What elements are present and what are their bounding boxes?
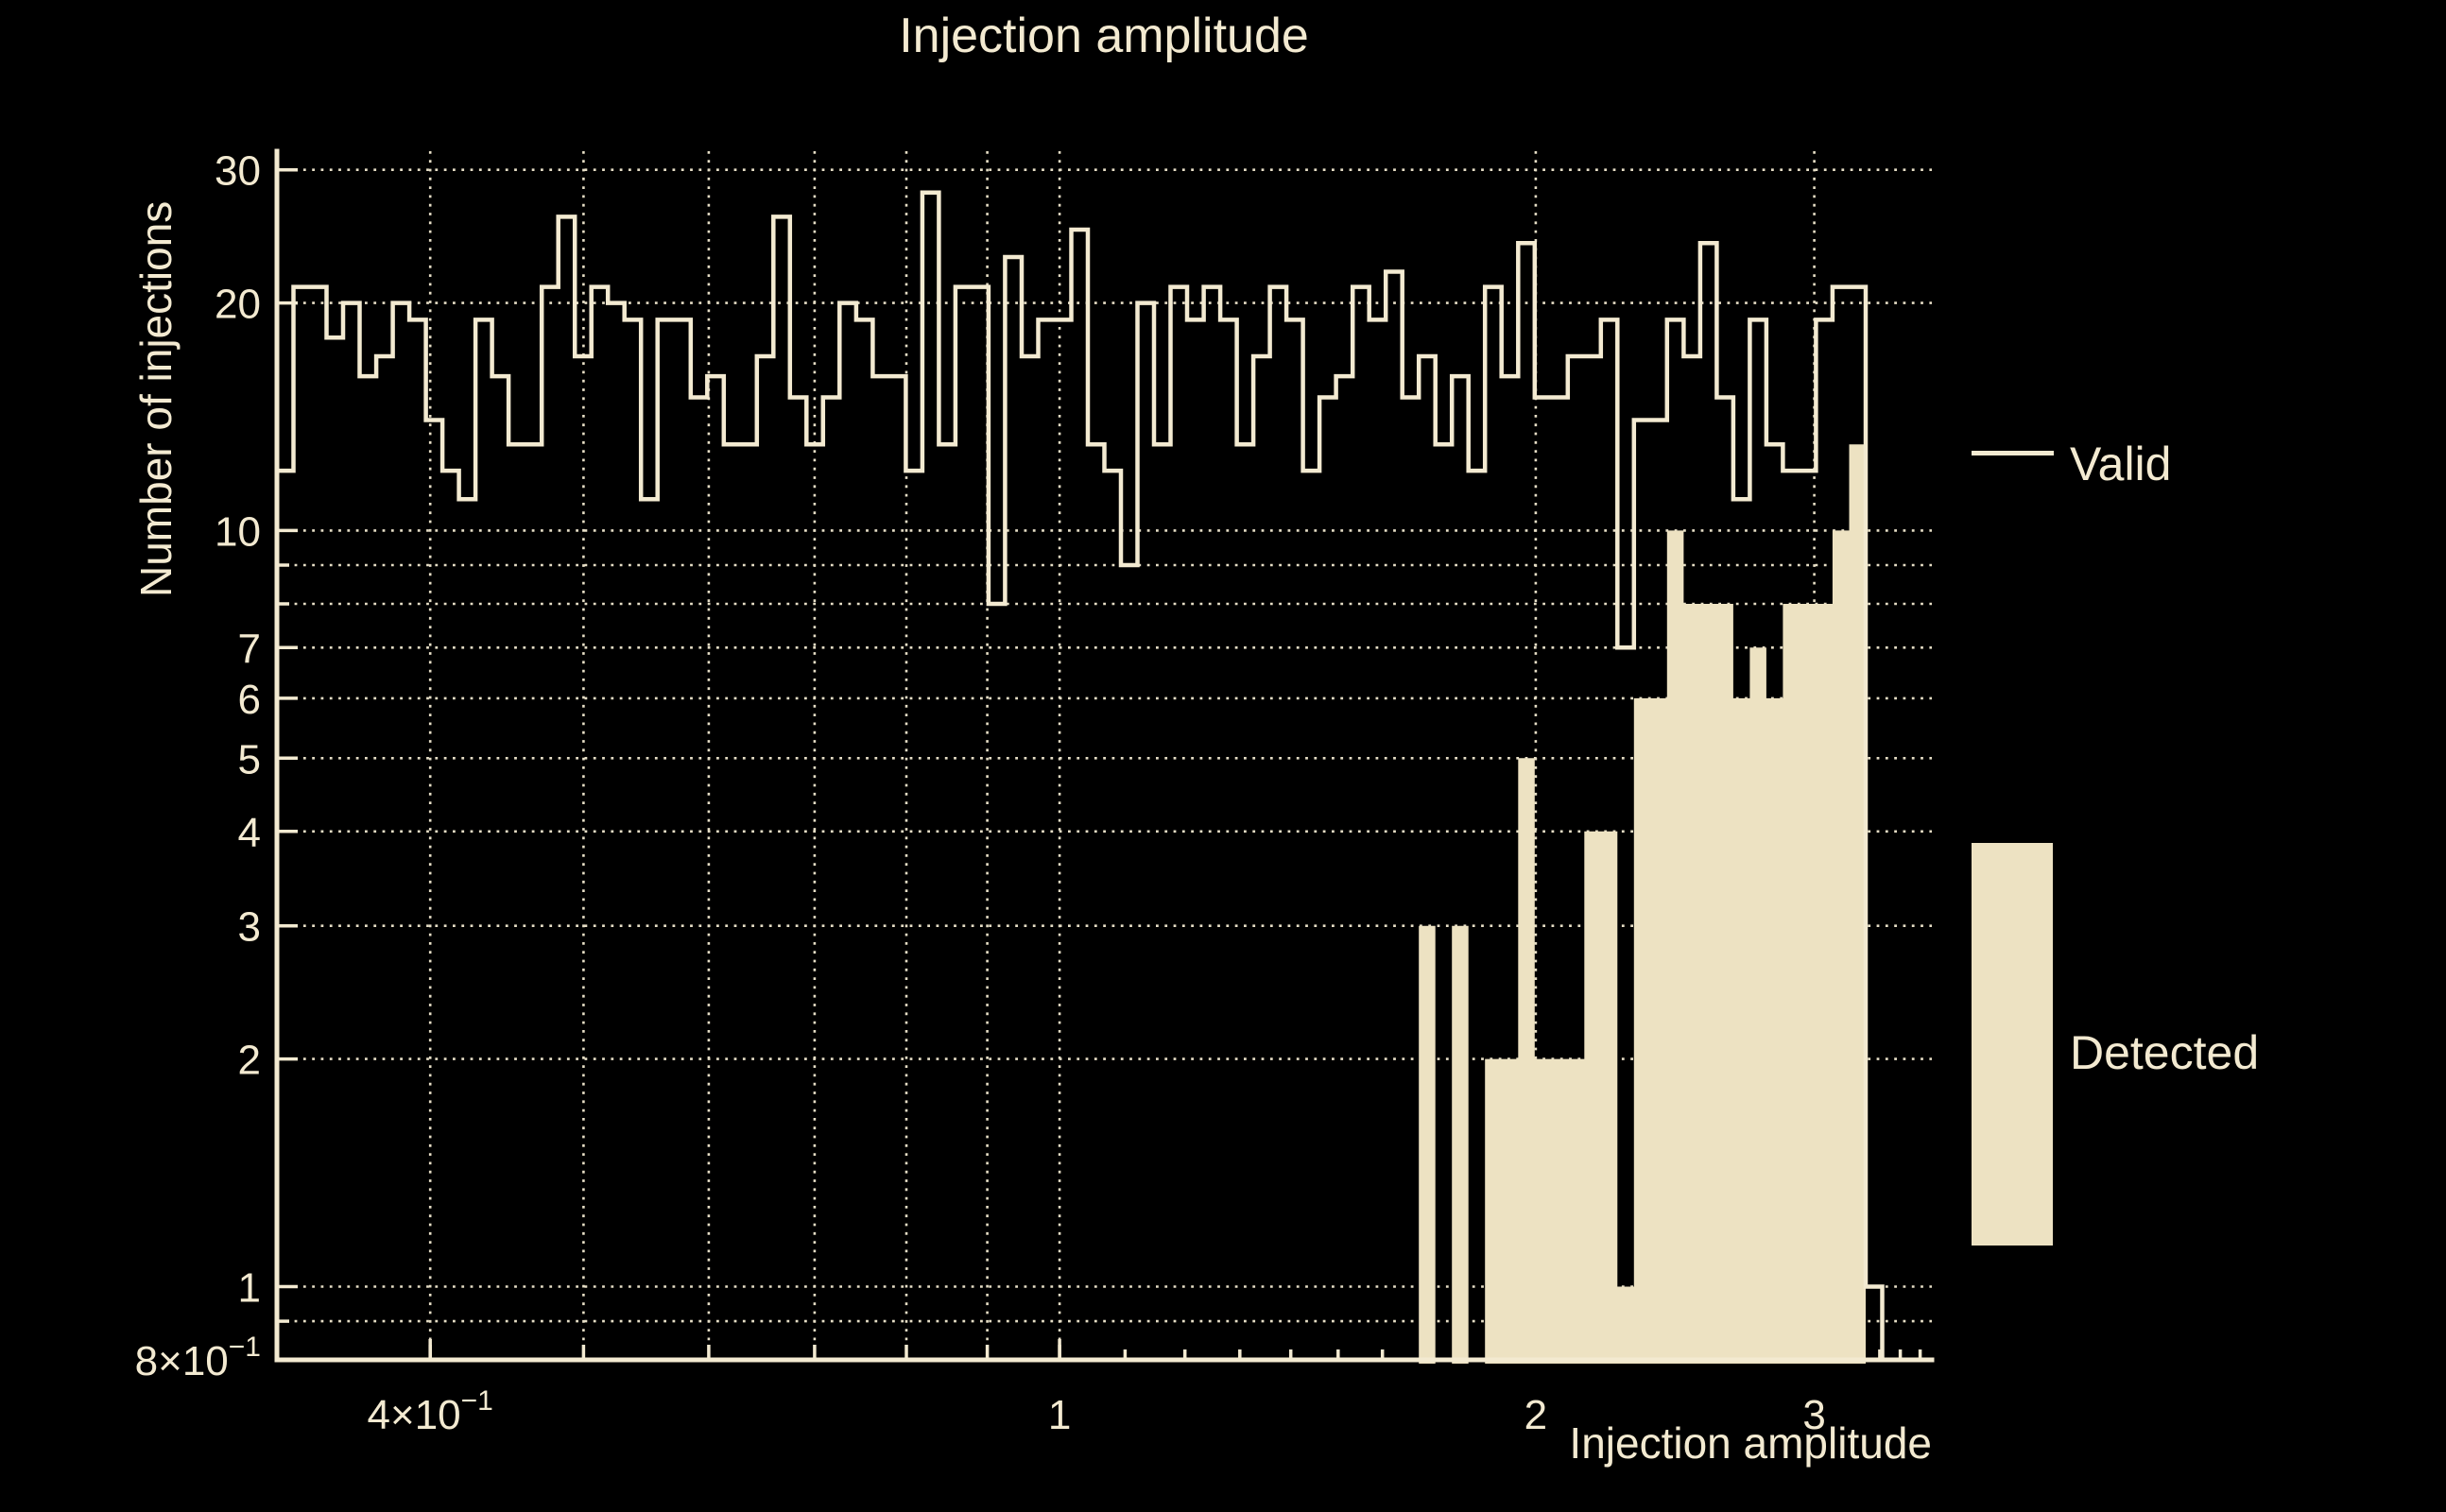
x-axis-title: Injection amplitude [1569, 1418, 1932, 1468]
svg-text:4×10−1: 4×10−1 [368, 1385, 493, 1438]
tick-labels: 4×10−1 1 2 3 30 20 10 7 6 5 4 3 2 1 8×10−1 [135, 148, 1826, 1438]
svg-text:3: 3 [238, 904, 261, 951]
svg-text:4: 4 [238, 810, 261, 856]
legend-valid-label: Valid [2070, 438, 2172, 490]
svg-text:3: 3 [1802, 1392, 1825, 1438]
svg-text:2: 2 [238, 1038, 261, 1084]
svg-text:8×10−1: 8×10−1 [135, 1332, 261, 1384]
series-detected [277, 444, 1932, 1364]
svg-text:1: 1 [1048, 1392, 1071, 1438]
svg-text:7: 7 [238, 626, 261, 672]
svg-text:30: 30 [215, 148, 261, 195]
legend-valid-line-swatch [1972, 451, 2054, 455]
axes [274, 148, 1935, 1363]
y-axis-title: Number of injections [131, 200, 181, 597]
svg-text:1: 1 [238, 1265, 261, 1312]
legend-detected-fill-swatch [1972, 843, 2053, 1246]
legend-detected-label: Detected [2070, 1026, 2260, 1079]
gridlines [277, 151, 1932, 1360]
svg-text:5: 5 [238, 736, 261, 782]
svg-text:10: 10 [215, 508, 261, 555]
series-valid [274, 190, 1932, 1363]
svg-text:20: 20 [215, 282, 261, 328]
chart-title: Injection amplitude [899, 9, 1309, 63]
svg-text:2: 2 [1524, 1392, 1547, 1438]
svg-text:6: 6 [238, 677, 261, 723]
